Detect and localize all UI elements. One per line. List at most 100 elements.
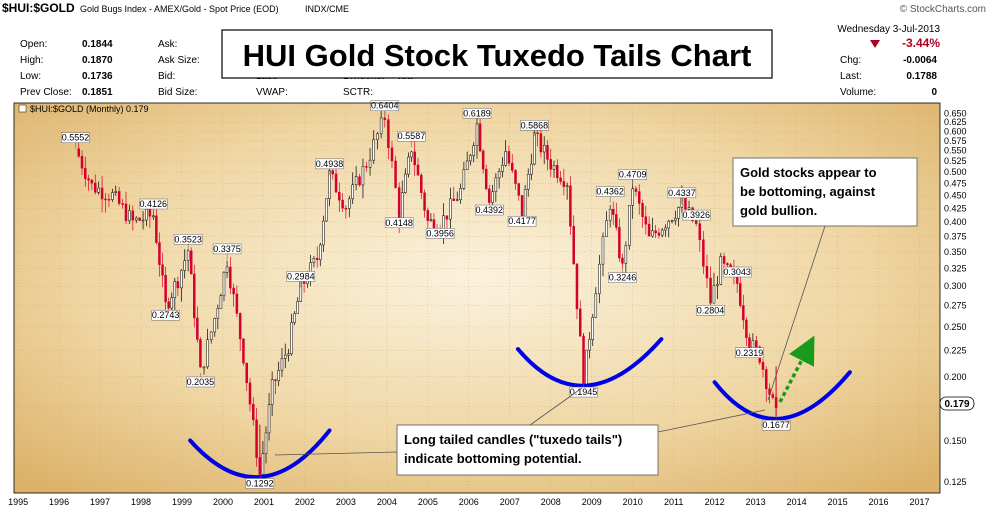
candle-body <box>114 191 118 193</box>
annotation-label: 0.3246 <box>609 273 637 283</box>
candle-body <box>354 176 358 186</box>
candle-body <box>739 283 742 306</box>
candle-body <box>559 177 562 182</box>
candle-body <box>684 197 687 210</box>
candle-body <box>155 215 158 243</box>
annotation-box <box>735 347 764 359</box>
quote-field-value: -0.0064 <box>903 55 937 66</box>
candle-body <box>338 191 341 201</box>
x-tick-label: 2011 <box>664 497 683 507</box>
y-tick-label: 0.300 <box>944 281 967 291</box>
candle-body <box>390 147 394 162</box>
x-tick-label: 2005 <box>418 497 438 507</box>
candle-body <box>158 242 161 266</box>
candle-body <box>248 382 252 405</box>
candle-body <box>624 245 628 264</box>
x-tick-label: 1995 <box>8 497 28 507</box>
candle-series <box>77 109 778 487</box>
candle-body <box>670 220 674 222</box>
x-tick-label: 2007 <box>500 497 520 507</box>
y-tick-label: 0.475 <box>944 179 967 189</box>
candle-body <box>539 133 543 153</box>
x-tick-label: 2008 <box>541 497 561 507</box>
candle-body <box>219 295 223 309</box>
callout-text: indicate bottoming potential. <box>404 451 582 466</box>
candle-body <box>556 165 559 179</box>
annotation-label: 0.2319 <box>736 348 764 358</box>
candle-body <box>232 287 235 295</box>
candle-body <box>296 301 299 314</box>
candle-body <box>164 274 167 303</box>
candle-body <box>376 133 379 140</box>
candle-body <box>348 198 351 209</box>
candle-body <box>104 198 107 201</box>
candle-body <box>90 179 94 184</box>
quote-field-label: SCTR: <box>343 87 373 98</box>
quote-field-label: Ask Size: <box>158 55 200 66</box>
candle-body <box>449 198 452 220</box>
candle-body <box>459 188 462 200</box>
callout-leader <box>274 451 398 456</box>
candle-body <box>242 338 245 364</box>
candle-body <box>87 178 90 181</box>
y-tick-label: 0.400 <box>944 217 967 227</box>
quote-field-label: High: <box>20 55 43 66</box>
candle-body <box>264 432 268 454</box>
annotation-box <box>173 234 203 245</box>
candle-body <box>225 266 229 273</box>
y-tick-label: 0.425 <box>944 203 967 213</box>
callout-tails: Long tailed candles ("tuxedo tails") indi… <box>274 387 766 476</box>
annotation-box <box>681 209 711 221</box>
bottom-arc <box>515 337 664 388</box>
quote-field-value: 0.1851 <box>82 87 113 98</box>
candle-body <box>716 284 719 286</box>
candle-body <box>209 331 213 340</box>
candle-body <box>222 272 226 296</box>
candle-body <box>504 151 507 166</box>
annotation-label: 0.4392 <box>476 205 504 215</box>
callout-text: be bottoming, against <box>740 184 876 199</box>
candle-body <box>312 257 316 263</box>
candle-body <box>488 188 491 203</box>
candle-body <box>138 217 141 221</box>
x-tick-label: 2010 <box>623 497 643 507</box>
candle-body <box>755 340 758 348</box>
y-tick-label: 0.550 <box>944 146 967 156</box>
candle-body <box>742 305 745 321</box>
callout-text: gold bullion. <box>740 203 817 218</box>
annotation-label: 0.2035 <box>187 377 215 387</box>
annotation-label: 0.2743 <box>152 310 180 320</box>
quote-field-value: 0.1844 <box>82 39 113 50</box>
candle-body <box>761 362 765 370</box>
candle-body <box>634 188 638 192</box>
candle-body <box>423 192 426 211</box>
callout-box <box>396 424 659 476</box>
quote-field-label: Last: <box>840 71 862 82</box>
annotation-label: 0.4148 <box>385 218 413 228</box>
candle-body <box>687 207 691 210</box>
annotation-box <box>462 108 492 119</box>
annotation-label: 0.4337 <box>668 188 696 198</box>
candle-body <box>274 379 277 382</box>
candle-body <box>698 223 702 241</box>
date-label: Wednesday 3-Jul-2013 <box>837 24 940 35</box>
candle-body <box>722 256 726 264</box>
candle-body <box>77 148 80 157</box>
y-tick-label: 0.125 <box>944 477 967 487</box>
callout-leader <box>529 387 583 426</box>
candle-body <box>552 165 556 170</box>
candle-body <box>183 260 186 271</box>
candle-body <box>526 174 530 190</box>
candle-body <box>484 168 488 190</box>
candle-body <box>245 362 248 384</box>
candle-body <box>765 369 768 390</box>
candle-body <box>569 185 572 227</box>
quote-field-label: Bid Size: <box>158 87 197 98</box>
candle-body <box>621 257 624 264</box>
candle-body <box>252 403 255 421</box>
candle-body <box>601 236 605 265</box>
y-tick-label: 0.375 <box>944 231 967 241</box>
x-tick-label: 1997 <box>90 497 110 507</box>
y-tick-label: 0.150 <box>944 436 967 446</box>
